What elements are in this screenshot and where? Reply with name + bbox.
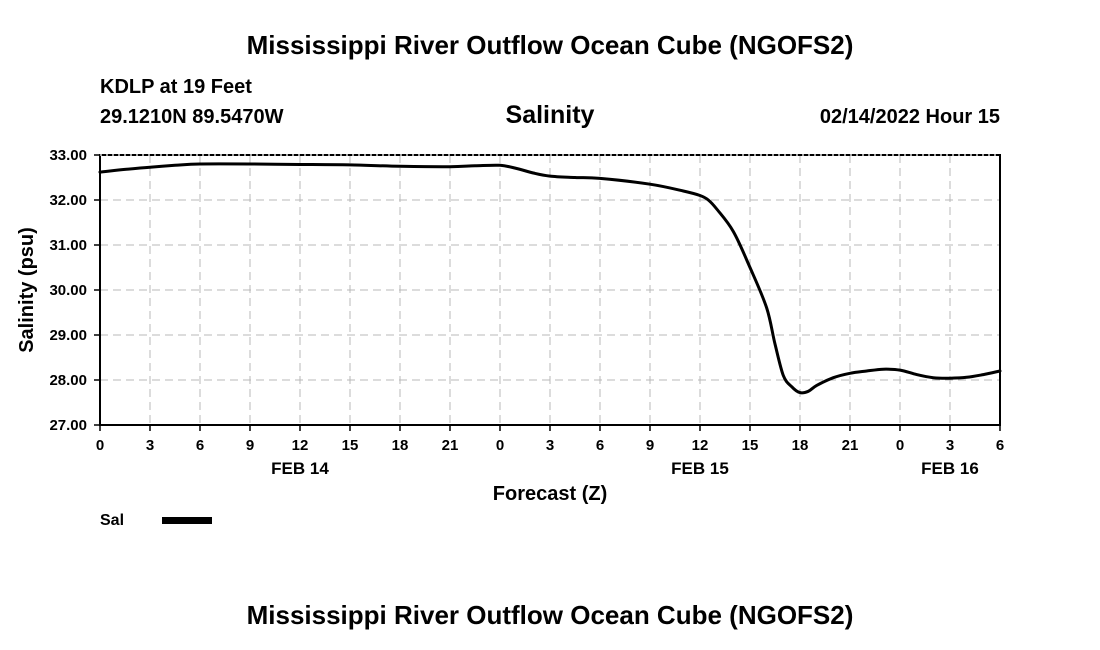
grid-lines: [100, 155, 1000, 425]
day-label: FEB 16: [921, 459, 979, 478]
y-axis-ticks: 33.00 32.00 31.00 30.00 29.00 28.00 27.00: [49, 147, 100, 434]
legend: Sal: [100, 512, 212, 529]
y-tick-label: 27.00: [49, 417, 87, 434]
x-tick-label: 6: [196, 437, 204, 454]
x-tick-label: 0: [496, 437, 504, 454]
x-tick-label: 3: [546, 437, 554, 454]
x-tick-label: 18: [792, 437, 809, 454]
day-label: FEB 15: [671, 459, 729, 478]
day-label: FEB 14: [271, 459, 329, 478]
x-tick-label: 6: [596, 437, 604, 454]
y-tick-label: 33.00: [49, 147, 87, 164]
main-title: Mississippi River Outflow Ocean Cube (NG…: [246, 30, 854, 60]
x-tick-label: 12: [292, 437, 309, 454]
x-tick-label: 15: [742, 437, 759, 454]
x-tick-label: 9: [646, 437, 654, 454]
y-axis-title: Salinity (psu): [16, 227, 38, 353]
legend-label-sal: Sal: [100, 512, 124, 529]
salinity-chart: 33.00 32.00 31.00 30.00 29.00 28.00 27.00 0 3 6 9…: [16, 147, 1004, 529]
x-tick-label: 3: [146, 437, 154, 454]
footer-title: Mississippi River Outflow Ocean Cube (NG…: [246, 600, 854, 630]
series-line-sal: [98, 162, 1002, 395]
y-tick-label: 32.00: [49, 192, 87, 209]
x-tick-label: 0: [896, 437, 904, 454]
legend-swatch-sal: [162, 517, 212, 524]
x-tick-label: 15: [342, 437, 359, 454]
x-axis-title: Forecast (Z): [493, 483, 607, 505]
x-tick-label: 9: [246, 437, 254, 454]
y-tick-label: 28.00: [49, 372, 87, 389]
x-axis-ticks: 0 3 6 9 12 15 18 21 0 3 6 9 12 15 18 21 0 3 6: [96, 425, 1004, 454]
station-label: KDLP at 19 Feet: [100, 76, 252, 98]
forecast-datetime: 02/14/2022 Hour 15: [819, 106, 1000, 128]
x-tick-label: 12: [692, 437, 709, 454]
chart-subtitle: Salinity: [505, 101, 595, 129]
day-labels: FEB 14 FEB 15 FEB 16: [271, 459, 979, 478]
x-tick-label: 21: [842, 437, 859, 454]
station-coordinates: 29.1210N 89.5470W: [100, 106, 284, 128]
y-tick-label: 29.00: [49, 327, 87, 344]
x-tick-label: 3: [946, 437, 954, 454]
x-tick-label: 21: [442, 437, 459, 454]
y-tick-label: 31.00: [49, 237, 87, 254]
y-tick-label: 30.00: [49, 282, 87, 299]
x-tick-label: 6: [996, 437, 1004, 454]
x-tick-label: 18: [392, 437, 409, 454]
x-tick-label: 0: [96, 437, 104, 454]
